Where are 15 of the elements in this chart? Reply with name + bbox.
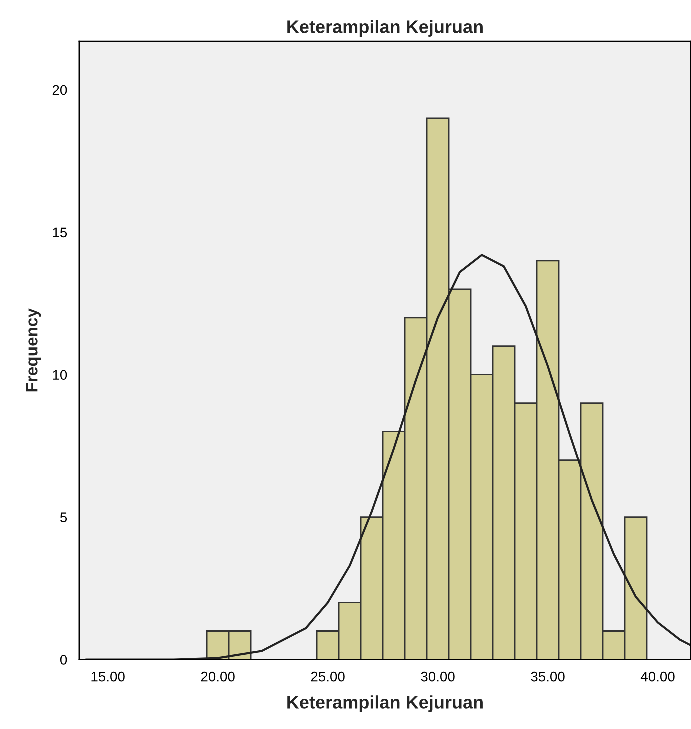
y-tick-label: 10 [53, 370, 68, 380]
y-tick-label: 15 [53, 228, 68, 238]
line-series [85, 254, 691, 660]
y-axis-title: Frequency [26, 308, 42, 392]
x-tick-label: 20.00 [201, 672, 235, 682]
x-tick-label: 15.00 [92, 672, 125, 682]
y-tick-label: 5 [60, 512, 68, 522]
x-tick-label: 30.00 [421, 672, 455, 682]
x-tick-label: 35.00 [531, 672, 565, 682]
chart-title: Keterampilan Kejuruan [288, 20, 483, 37]
y-tick-label: 20 [52, 85, 68, 96]
x-axis-title: Keterampilan Kejuruan [288, 696, 483, 712]
x-tick-label: 25.00 [311, 672, 345, 682]
y-tick-label: 0 [60, 655, 68, 665]
x-tick-label: 40.00 [640, 672, 675, 682]
